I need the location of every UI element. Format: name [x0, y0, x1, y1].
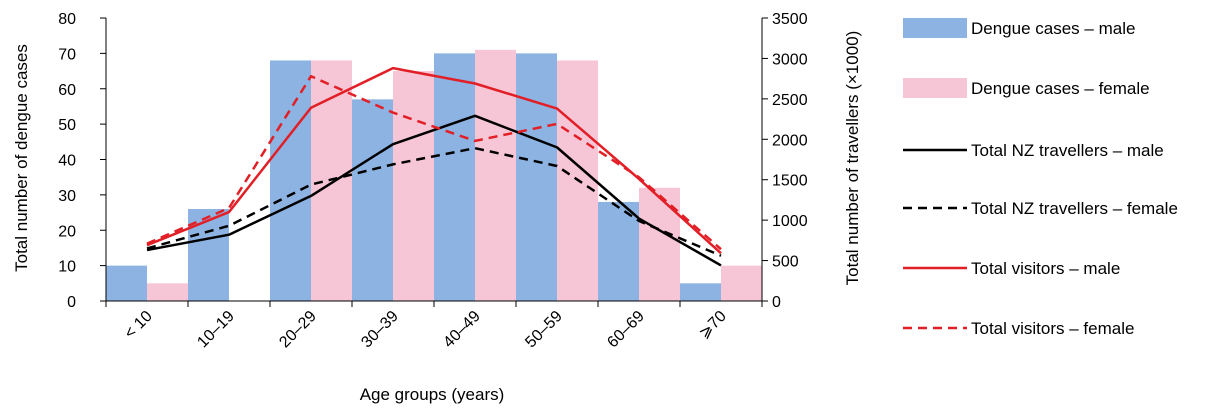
y2-tick-label-5: 2500 — [772, 92, 808, 109]
y-tick-label-2: 20 — [58, 223, 76, 240]
bar-female-6 — [639, 187, 680, 301]
y2-tick-label-0: 0 — [772, 294, 781, 311]
x-tick-label-5: 50–59 — [522, 308, 566, 352]
legend-label-bar-0: Dengue cases – male — [971, 19, 1135, 38]
y-tick-label-7: 70 — [58, 46, 76, 63]
x-tick-label-2: 20–29 — [276, 308, 320, 352]
bar-female-0 — [147, 283, 188, 301]
x-tick-label-7: ⩾70 — [696, 308, 730, 342]
bar-male-3 — [352, 99, 393, 301]
bar-female-4 — [475, 49, 516, 302]
x-axis-title: Age groups (years) — [360, 385, 505, 404]
y-tick-label-5: 50 — [58, 117, 76, 134]
legend-label-line-3: Total visitors – female — [971, 319, 1134, 338]
legend-label-bar-1: Dengue cases – female — [971, 79, 1150, 98]
x-tick-label-1: 10–19 — [194, 308, 238, 352]
bar-male-0 — [106, 265, 147, 301]
y2-tick-label-2: 1000 — [772, 213, 808, 230]
legend-label-line-0: Total NZ travellers – male — [971, 141, 1164, 160]
bar-male-7 — [680, 283, 721, 301]
bar-male-2 — [270, 60, 311, 302]
y-tick-label-3: 30 — [58, 188, 76, 205]
y-tick-label-8: 80 — [58, 11, 76, 28]
line-series-0 — [146, 114, 722, 267]
y2-axis-title: Total number of travellers (×1000) — [843, 31, 862, 286]
bar-male-6 — [598, 201, 639, 301]
bar-female-7 — [721, 265, 762, 301]
bar-male-4 — [434, 53, 475, 301]
x-tick-label-0: < 10 — [121, 308, 155, 342]
y-axis-title: Total number of dengue cases — [12, 44, 31, 272]
y2-tick-label-1: 500 — [772, 254, 799, 271]
y-tick-label-6: 60 — [58, 82, 76, 99]
line-series-1 — [146, 146, 722, 257]
line-series-3 — [146, 74, 722, 251]
x-tick-label-6: 60–69 — [604, 308, 648, 352]
bar-female-3 — [393, 71, 434, 301]
x-tick-label-4: 40–49 — [440, 308, 484, 352]
y-tick-label-1: 10 — [58, 259, 76, 276]
y2-tick-label-3: 1500 — [772, 173, 808, 190]
y-tick-label-0: 0 — [67, 294, 76, 311]
bar-male-5 — [516, 53, 557, 301]
x-tick-label-3: 30–39 — [358, 308, 402, 352]
bar-male-1 — [188, 209, 229, 301]
y-tick-label-4: 40 — [58, 153, 76, 170]
legend-label-line-1: Total NZ travellers – female — [971, 199, 1178, 218]
y2-tick-label-6: 3000 — [772, 51, 808, 68]
legend-label-line-2: Total visitors – male — [971, 259, 1120, 278]
y2-tick-label-4: 2000 — [772, 132, 808, 149]
legend-swatch-bar-1 — [903, 78, 967, 98]
y2-tick-label-7: 3500 — [772, 11, 808, 28]
legend-swatch-bar-0 — [903, 18, 967, 38]
